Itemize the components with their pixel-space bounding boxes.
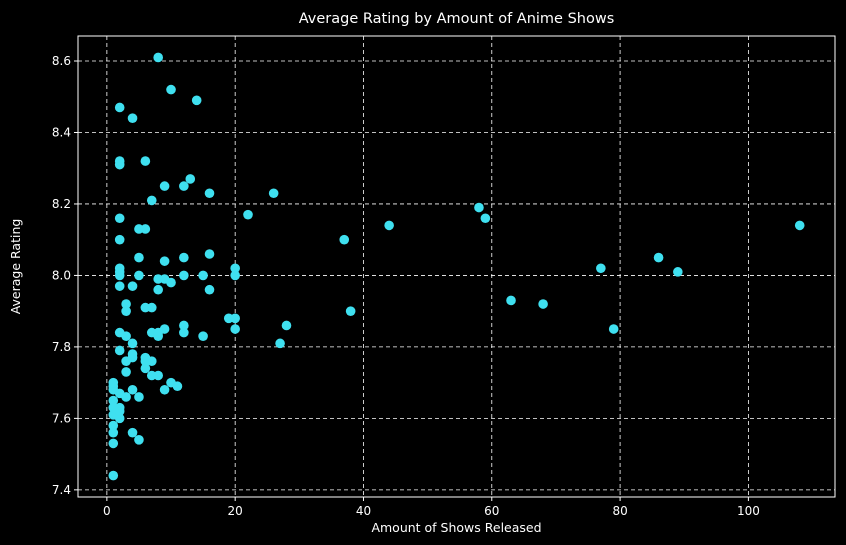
- data-point: [538, 299, 548, 309]
- data-point: [127, 113, 138, 123]
- data-point: [281, 320, 292, 331]
- data-point: [506, 295, 516, 306]
- y-axis-label: Average Rating: [8, 219, 23, 315]
- data-point: [480, 213, 491, 224]
- data-point: [185, 174, 196, 184]
- data-point: [198, 331, 208, 341]
- data-point: [179, 252, 189, 263]
- data-point: [114, 102, 125, 113]
- data-point: [275, 338, 285, 349]
- data-point: [596, 263, 606, 274]
- data-point: [159, 181, 170, 191]
- data-point: [134, 252, 144, 263]
- data-point: [608, 324, 619, 334]
- data-point: [230, 313, 240, 324]
- data-point: [146, 195, 157, 206]
- data-point: [230, 324, 240, 334]
- data-point: [121, 306, 131, 316]
- data-point: [204, 249, 215, 259]
- axis-ticks: 0 20 40 60 80 100 7.4 7.6 7.8 8.0 8.2 8.4 8.6: [52, 54, 760, 518]
- data-point: [159, 256, 170, 266]
- data-point: [191, 95, 202, 106]
- data-point: [134, 392, 144, 402]
- data-point: [153, 370, 163, 381]
- data-point: [108, 470, 119, 481]
- data-point: [140, 156, 151, 166]
- data-point: [159, 384, 170, 395]
- data-point: [140, 224, 151, 234]
- data-point: [127, 427, 138, 438]
- data-points: [108, 52, 805, 481]
- data-point: [345, 306, 356, 316]
- data-point: [108, 395, 119, 406]
- data-point: [146, 302, 157, 313]
- x-tick-label: 40: [356, 504, 371, 518]
- data-point: [204, 284, 215, 295]
- y-tick-label: 7.4: [52, 483, 71, 497]
- data-point: [230, 263, 240, 274]
- data-point: [127, 349, 138, 359]
- y-tick-label: 8.4: [52, 125, 71, 139]
- data-point: [339, 234, 350, 245]
- data-point: [198, 270, 208, 281]
- data-point: [179, 327, 189, 338]
- x-tick-label: 60: [484, 504, 499, 518]
- data-point: [243, 209, 253, 220]
- data-point: [172, 381, 183, 392]
- data-point: [114, 234, 125, 245]
- x-tick-label: 100: [737, 504, 760, 518]
- data-point: [153, 52, 163, 63]
- data-point: [114, 263, 125, 274]
- data-point: [134, 435, 144, 445]
- data-point: [146, 356, 157, 367]
- data-point: [127, 338, 138, 349]
- x-tick-label: 80: [612, 504, 627, 518]
- data-point: [121, 331, 131, 341]
- data-point: [114, 156, 125, 166]
- data-point: [121, 367, 131, 377]
- data-point: [166, 277, 176, 288]
- y-tick-label: 8.6: [52, 54, 71, 68]
- data-point: [653, 252, 664, 263]
- data-point: [121, 299, 131, 309]
- data-point: [108, 377, 119, 388]
- x-axis-label: Amount of Shows Released: [371, 520, 541, 535]
- data-point: [179, 320, 189, 331]
- data-point: [166, 84, 176, 95]
- data-point: [474, 202, 484, 213]
- x-tick-label: 20: [228, 504, 243, 518]
- data-point: [114, 402, 125, 413]
- data-point: [179, 181, 189, 191]
- data-point: [179, 270, 189, 281]
- y-tick-label: 7.8: [52, 340, 71, 354]
- y-tick-label: 7.6: [52, 411, 71, 425]
- data-point: [140, 363, 151, 374]
- data-point: [108, 427, 119, 438]
- data-point: [127, 281, 138, 291]
- data-point: [108, 420, 119, 431]
- y-tick-label: 8.2: [52, 197, 71, 211]
- data-point: [268, 188, 279, 199]
- data-point: [153, 284, 163, 295]
- x-tick-label: 0: [103, 504, 111, 518]
- data-point: [794, 220, 805, 231]
- data-point: [204, 188, 215, 199]
- data-point: [673, 267, 683, 277]
- data-point: [159, 324, 170, 334]
- data-point: [114, 213, 125, 224]
- data-point: [114, 345, 125, 356]
- data-point: [230, 270, 240, 281]
- data-point: [108, 438, 119, 449]
- data-point: [384, 220, 394, 231]
- data-point: [114, 281, 125, 291]
- data-point: [134, 270, 144, 281]
- chart-title: Average Rating by Amount of Anime Shows: [299, 11, 615, 27]
- plot-frame: [77, 35, 836, 498]
- data-point: [114, 413, 125, 424]
- data-point: [121, 392, 131, 402]
- y-tick-label: 8.0: [52, 268, 71, 282]
- data-point: [127, 384, 138, 395]
